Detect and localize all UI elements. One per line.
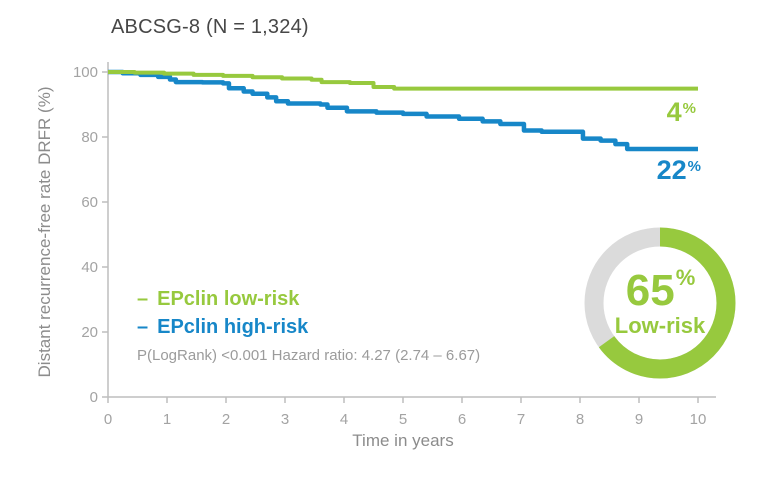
x-tick-label: 6 [458,411,466,428]
low-risk-donut-chart: 65% Low-risk [575,218,745,388]
y-tick-label: 20 [81,324,98,341]
y-tick-label: 0 [90,389,98,406]
legend-label-high-risk: EPclin high-risk [157,316,309,338]
low-risk-endpoint-label: 4% [666,97,696,127]
x-tick-label: 0 [104,411,112,428]
y-tick-label: 40 [81,259,98,276]
high-risk-endpoint-label: 22% [656,155,701,185]
chart-title: ABCSG-8 (N = 1,324) [111,16,309,38]
x-tick-label: 1 [163,411,171,428]
x-tick-label: 7 [517,411,525,428]
legend-dash-icon: – [137,288,149,310]
x-tick-label: 2 [222,411,230,428]
y-axis-title: Distant recurrence-free rate DRFR (%) [35,86,54,378]
legend-dash-icon: – [137,316,149,338]
x-tick-label: 3 [281,411,289,428]
low-risk-curve [108,70,698,91]
legend-item-low-risk: – EPclin low-risk [137,285,308,313]
legend-label-low-risk: EPclin low-risk [157,288,300,310]
legend-item-high-risk: – EPclin high-risk [137,313,308,341]
donut-value: 65% [625,265,696,315]
legend: – EPclin low-risk – EPclin high-risk [137,285,308,341]
x-tick-label: 4 [340,411,348,428]
x-tick-label: 10 [690,411,707,428]
y-tick-label: 80 [81,129,98,146]
statistics-note: P(LogRank) <0.001 Hazard ratio: 4.27 (2.… [137,347,481,364]
donut-label: Low-risk [614,313,706,338]
donut-svg [584,227,736,379]
donut-center-text: 65% Low-risk [575,218,745,388]
donut-percent-arc [584,227,736,379]
x-tick-label: 5 [399,411,407,428]
y-tick-label: 100 [73,64,98,81]
y-tick-label: 60 [81,194,98,211]
high-risk-curve [108,69,698,152]
x-tick-label: 8 [576,411,584,428]
x-axis-title: Time in years [352,431,454,450]
x-tick-label: 9 [635,411,643,428]
